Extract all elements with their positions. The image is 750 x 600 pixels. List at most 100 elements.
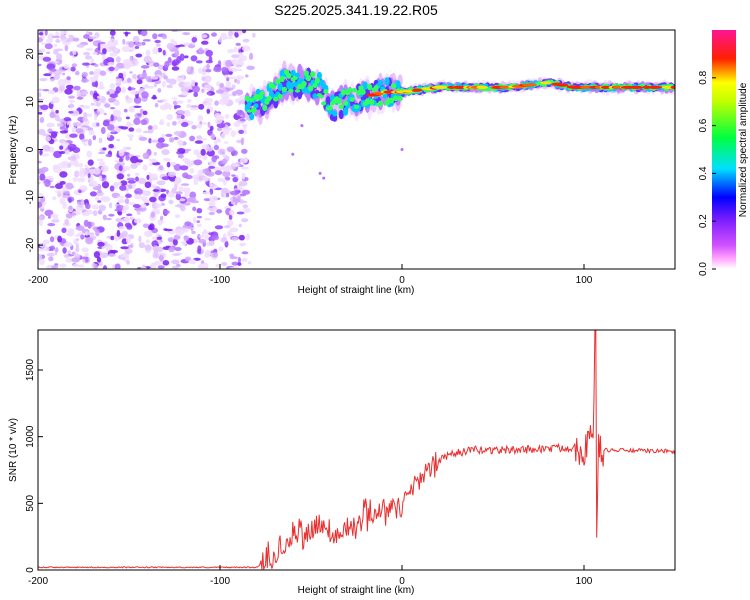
noise-blob xyxy=(73,85,81,91)
noise-blob xyxy=(38,248,46,252)
noise-blob xyxy=(136,210,141,215)
ridge-blob xyxy=(319,94,325,99)
noise-blob xyxy=(124,198,130,205)
noise-blob xyxy=(44,246,50,252)
noise-blob xyxy=(81,138,89,143)
noise-blob xyxy=(229,190,239,196)
noise-blob xyxy=(161,203,165,206)
noise-blob xyxy=(113,235,120,242)
noise-blob xyxy=(165,133,173,137)
noise-blob xyxy=(85,257,89,263)
noise-blob xyxy=(77,163,83,168)
noise-blob xyxy=(150,185,157,189)
noise-blob xyxy=(115,218,123,223)
noise-blob xyxy=(125,116,130,120)
noise-blob xyxy=(163,102,170,109)
noise-blob xyxy=(238,180,248,187)
noise-blob xyxy=(127,180,136,184)
noise-blob xyxy=(121,209,127,214)
noise-blob xyxy=(106,217,112,221)
noise-blob xyxy=(121,46,131,52)
snr-x-tick-label: -100 xyxy=(210,576,230,587)
noise-blob xyxy=(177,120,183,124)
noise-blob xyxy=(214,225,224,230)
noise-blob xyxy=(214,112,222,119)
noise-blob xyxy=(140,65,150,69)
noise-blob xyxy=(188,259,197,265)
noise-blob xyxy=(87,232,95,236)
noise-blob xyxy=(191,125,197,130)
noise-blob xyxy=(48,256,54,262)
noise-blob xyxy=(94,113,98,121)
noise-blob xyxy=(68,205,73,210)
noise-blob xyxy=(38,63,42,67)
noise-blob xyxy=(117,182,122,186)
noise-blob xyxy=(118,226,125,230)
colorbar-tick-label: 0.2 xyxy=(698,214,709,228)
noise-blob xyxy=(221,187,229,194)
noise-blob xyxy=(57,118,64,122)
noise-blob xyxy=(177,148,186,154)
noise-blob xyxy=(110,235,115,241)
noise-blob xyxy=(102,147,107,151)
noise-blob xyxy=(116,116,122,122)
noise-blob xyxy=(87,159,94,166)
noise-blob xyxy=(175,45,181,48)
noise-blob xyxy=(53,48,59,55)
noise-blob xyxy=(88,129,95,136)
noise-blob xyxy=(124,248,133,254)
noise-blob xyxy=(55,38,61,44)
noise-blob xyxy=(74,162,79,168)
noise-blob xyxy=(181,183,190,186)
noise-blob xyxy=(142,152,150,160)
noise-blob xyxy=(171,259,180,265)
noise-blob xyxy=(109,83,116,89)
noise-blob xyxy=(227,76,237,80)
noise-blob xyxy=(64,88,73,95)
noise-blob xyxy=(109,38,115,41)
noise-blob xyxy=(121,86,127,94)
noise-blob xyxy=(232,198,241,203)
noise-blob xyxy=(247,261,252,265)
noise-blob xyxy=(159,118,164,125)
noise-blob xyxy=(38,253,43,261)
noise-blob xyxy=(217,148,226,156)
noise-blob xyxy=(83,51,91,56)
noise-blob xyxy=(209,182,213,187)
noise-blob xyxy=(244,156,248,163)
noise-blob xyxy=(174,247,182,251)
noise-blob xyxy=(239,243,245,247)
noise-blob xyxy=(56,122,64,127)
noise-blob xyxy=(224,74,229,78)
noise-blob xyxy=(164,228,173,232)
noise-blob xyxy=(208,200,216,207)
noise-blob xyxy=(120,246,129,250)
ridge-blob xyxy=(353,104,360,109)
noise-blob xyxy=(149,173,159,181)
noise-blob xyxy=(61,195,70,198)
ridge-blob xyxy=(397,95,403,102)
noise-blob xyxy=(176,100,184,104)
noise-blob xyxy=(135,53,143,58)
noise-blob xyxy=(47,90,56,95)
noise-blob xyxy=(63,190,70,195)
noise-blob xyxy=(64,218,70,226)
noise-blob xyxy=(163,75,168,80)
noise-blob xyxy=(117,198,126,204)
noise-blob xyxy=(39,198,44,204)
noise-blob xyxy=(226,77,230,82)
noise-blob xyxy=(72,251,76,255)
noise-blob xyxy=(208,165,216,169)
noise-blob xyxy=(193,216,197,224)
noise-blob xyxy=(100,126,106,135)
noise-blob xyxy=(221,66,228,72)
noise-blob xyxy=(96,122,100,127)
noise-blob xyxy=(49,185,55,189)
noise-blob xyxy=(101,181,110,189)
noise-blob xyxy=(137,177,147,184)
noise-blob xyxy=(173,130,182,136)
noise-blob xyxy=(76,96,84,100)
noise-blob xyxy=(67,228,75,234)
noise-blob xyxy=(109,93,118,99)
noise-blob xyxy=(184,221,192,227)
